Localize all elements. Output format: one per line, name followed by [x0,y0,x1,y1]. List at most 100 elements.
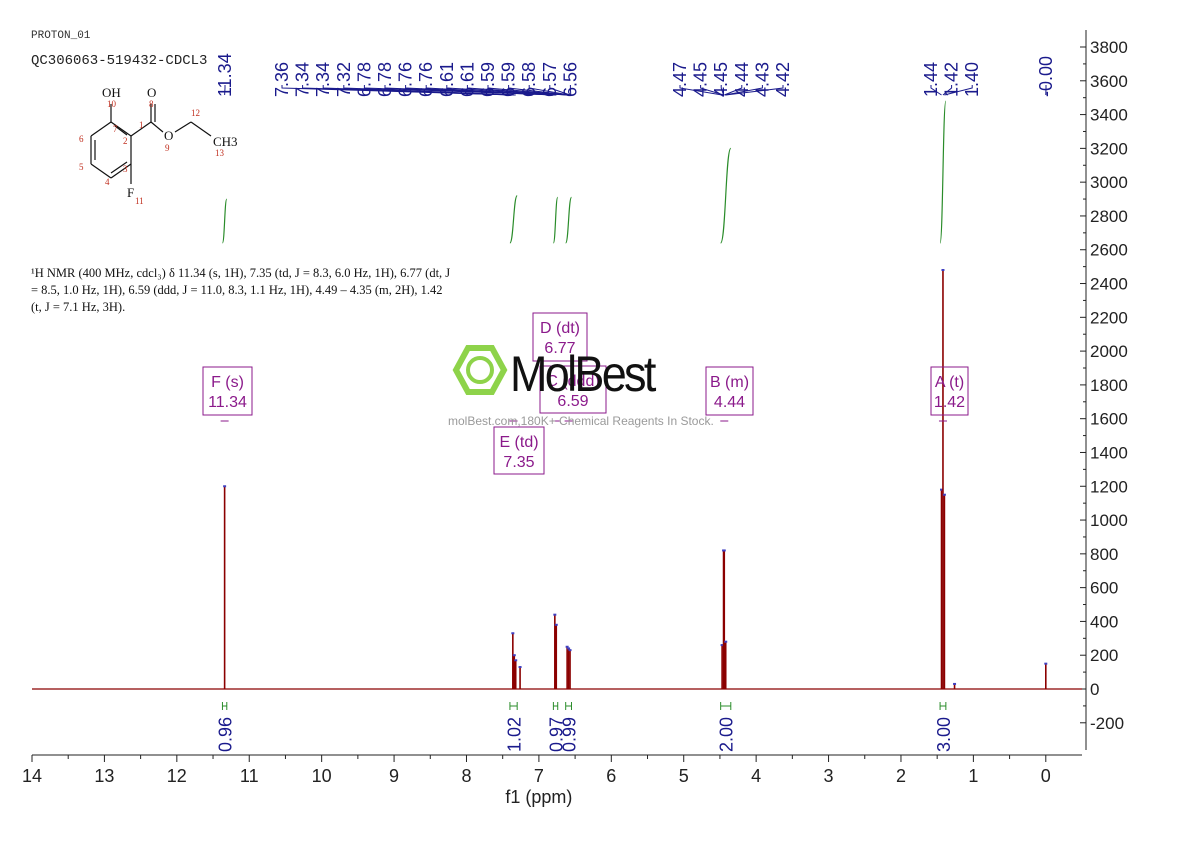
peak-label: 6.76 [416,62,436,97]
atom-number: 11 [135,196,144,206]
y-tick-label: 2200 [1090,308,1128,327]
integral-curve [509,195,518,244]
multiplet-ppm: 7.35 [503,454,534,471]
bond [110,161,128,174]
peak-label-connector [425,85,557,96]
peak-label-connector [725,85,784,96]
atom-number: 2 [123,136,128,146]
peak-label: 4.45 [711,62,731,97]
x-axis-title: f1 (ppm) [505,787,572,807]
x-tick-label: 10 [312,766,332,786]
peak-label: 6.58 [519,62,539,97]
integral-value: 3.00 [934,717,954,752]
y-tick-label: 200 [1090,646,1118,665]
peak-label-connector [700,85,724,96]
multiplet-box [493,426,545,475]
peak-label: 6.61 [457,62,477,97]
peak-label: 7.36 [272,62,292,97]
multiplet-ppm: 1.42 [934,394,965,411]
x-tick-label: 12 [167,766,187,786]
peak-label: 6.78 [354,62,374,97]
peak-label-connector [466,85,568,96]
y-tick-label: 0 [1090,680,1099,699]
peak-label: 7.32 [334,62,354,97]
x-tick-label: 11 [240,766,259,786]
integral-value: 0.99 [560,717,580,752]
multiplet-label: B (m) [710,374,749,391]
atom-label: CH3 [213,134,238,149]
y-tick-label: 1400 [1090,443,1128,462]
peak-label-connector [343,85,516,96]
x-tick-label: 2 [896,766,906,786]
peak-label: 4.44 [732,62,752,97]
integral-value: 0.96 [216,717,236,752]
y-tick-label: 400 [1090,612,1118,631]
bond [90,121,112,137]
integral-value: 2.00 [717,717,737,752]
peak-label-connector [944,85,973,96]
watermark-brand: MolBest [510,346,656,402]
y-tick-label: 2800 [1090,207,1128,226]
multiplet-box [532,312,588,362]
y-tick-label: 1000 [1090,511,1128,530]
peak-label: 4.47 [670,62,690,97]
multiplet-label: A (t) [935,374,964,391]
bond [130,121,152,137]
peak-label-connector [549,85,571,96]
peak-label: 1.42 [942,62,962,97]
bond [110,163,132,179]
integral-curve [939,100,947,244]
peak-label: 4.45 [691,62,711,97]
bond [174,121,192,133]
atom-label: O [164,128,173,143]
peak-label-connector [724,85,743,96]
watermark-logo [452,345,508,395]
bond [110,121,132,137]
integral-curve [552,196,559,244]
y-tick-label: 2400 [1090,275,1128,294]
multiplet-box [539,365,607,414]
multiplet-box [930,366,969,416]
multiplet-box [705,366,754,416]
peak-label: 6.76 [396,62,416,97]
multiplet-ppm: 6.77 [544,340,575,357]
brand-logo-icon [452,345,508,395]
x-tick-label: 8 [461,766,471,786]
y-tick-label: 3000 [1090,173,1128,192]
multiplet-ppm: 6.59 [557,393,588,410]
atom-number: 4 [105,177,110,187]
atom-number: 5 [79,162,84,172]
atom-number: 13 [215,148,225,158]
atom-number: 6 [79,134,84,144]
bond [150,121,164,133]
peak-label-connector [720,85,725,96]
peak-label-connector [487,85,569,96]
atom-number: 10 [107,99,117,109]
bond [90,163,112,179]
atom-number: 7 [113,124,118,134]
integral-curve [221,198,228,244]
x-tick-label: 9 [389,766,399,786]
x-tick-label: 14 [22,766,42,786]
y-tick-label: 3600 [1090,72,1128,91]
peak-label: 1.40 [962,62,982,97]
peak-label-connector [930,85,942,96]
sample-label: QC306063-519432-CDCL3 [31,53,208,69]
peak-label: 6.59 [499,62,519,97]
peak-label-connector [724,85,763,96]
multiplet-label: C (ddd) [546,373,599,390]
x-tick-label: 1 [968,766,978,786]
y-tick-label: 2000 [1090,342,1128,361]
multiplet-ppm: 11.34 [208,394,247,411]
peak-label: 4.43 [752,62,772,97]
integral-value: 1.02 [505,717,525,752]
multiplet-ppm: 4.44 [714,394,745,411]
atom-number: 1 [139,120,144,130]
peak-label-connector [508,85,569,96]
atom-label: OH [102,85,121,100]
integral-curve [720,147,732,244]
multiplet-label: E (td) [499,434,538,451]
x-tick-label: 4 [751,766,761,786]
